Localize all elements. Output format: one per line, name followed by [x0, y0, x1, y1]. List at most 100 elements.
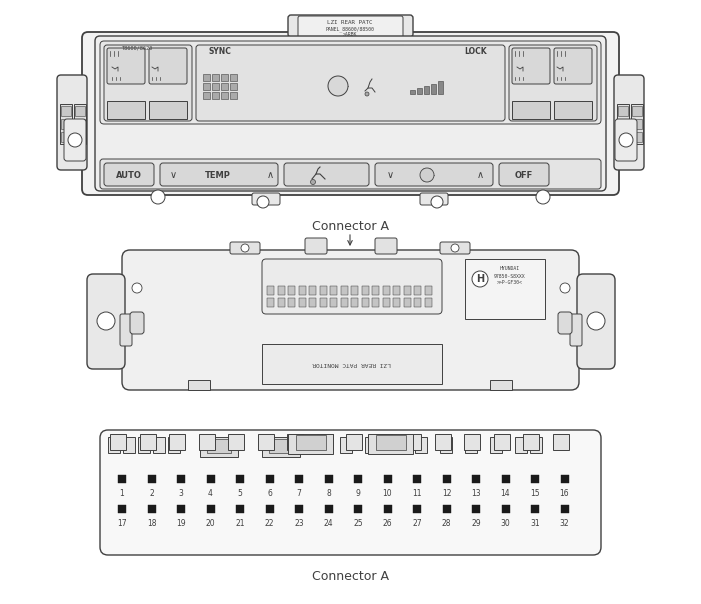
Bar — [203, 83, 210, 90]
Bar — [523, 434, 539, 450]
Circle shape — [97, 312, 115, 330]
Bar — [632, 119, 642, 129]
Bar — [230, 83, 237, 90]
Bar — [262, 437, 300, 457]
Bar — [212, 74, 219, 81]
Text: 15: 15 — [530, 489, 540, 498]
Bar — [207, 475, 215, 483]
Bar — [295, 505, 303, 513]
Text: 12: 12 — [442, 489, 451, 498]
Circle shape — [311, 179, 315, 184]
Bar — [561, 475, 569, 483]
Bar — [414, 286, 421, 295]
Bar — [149, 101, 187, 119]
FancyBboxPatch shape — [252, 193, 280, 205]
FancyBboxPatch shape — [375, 238, 397, 254]
Bar — [75, 132, 85, 142]
Bar — [266, 475, 273, 483]
Bar — [118, 475, 126, 483]
Bar — [410, 90, 415, 94]
Bar — [490, 380, 512, 390]
Bar — [362, 298, 369, 307]
Text: 26: 26 — [383, 519, 393, 528]
Bar — [531, 475, 539, 483]
FancyBboxPatch shape — [64, 119, 86, 161]
FancyBboxPatch shape — [554, 48, 592, 84]
Text: 10: 10 — [383, 489, 393, 498]
Bar — [212, 83, 219, 90]
FancyBboxPatch shape — [87, 274, 125, 369]
Bar — [267, 286, 274, 295]
Bar — [351, 298, 358, 307]
Text: PANEL_88600/88500: PANEL_88600/88500 — [325, 26, 374, 32]
Text: Connector A: Connector A — [311, 570, 388, 582]
Text: 9: 9 — [355, 489, 360, 498]
Text: 5: 5 — [238, 489, 243, 498]
Text: H: H — [476, 274, 484, 284]
Bar — [351, 286, 358, 295]
Bar — [346, 434, 362, 450]
Bar — [552, 434, 569, 450]
Bar — [618, 132, 628, 142]
Bar — [278, 286, 285, 295]
Text: 6: 6 — [267, 489, 272, 498]
Bar — [438, 81, 443, 94]
FancyBboxPatch shape — [104, 45, 192, 121]
Bar — [435, 434, 451, 450]
Bar — [632, 132, 642, 142]
Bar — [442, 475, 451, 483]
Bar — [413, 475, 421, 483]
Bar — [168, 437, 180, 453]
Bar — [103, 42, 171, 54]
Bar — [230, 74, 237, 81]
Text: >ARBK: >ARBK — [343, 33, 358, 37]
Circle shape — [472, 271, 488, 287]
Bar — [278, 298, 285, 307]
Circle shape — [328, 76, 348, 96]
Bar — [368, 434, 413, 454]
Bar — [341, 298, 348, 307]
Text: ∧: ∧ — [266, 170, 273, 180]
Bar — [464, 434, 480, 450]
Circle shape — [241, 244, 249, 252]
FancyBboxPatch shape — [509, 45, 597, 121]
Bar — [340, 437, 352, 453]
Bar — [177, 475, 185, 483]
Bar — [316, 434, 332, 450]
Text: 23: 23 — [294, 519, 304, 528]
Bar — [417, 88, 422, 94]
Text: 20: 20 — [205, 519, 215, 528]
Text: 4: 4 — [208, 489, 213, 498]
Text: T8600/8620: T8600/8620 — [121, 45, 153, 51]
Bar — [287, 434, 303, 450]
Text: 30: 30 — [501, 519, 510, 528]
Text: 16: 16 — [559, 489, 569, 498]
Bar — [198, 434, 215, 450]
Bar — [415, 437, 427, 453]
Bar — [267, 298, 274, 307]
FancyBboxPatch shape — [230, 242, 260, 254]
Bar — [203, 92, 210, 99]
Bar — [618, 119, 628, 129]
Text: 18: 18 — [147, 519, 156, 528]
Bar — [362, 286, 369, 295]
Bar — [269, 439, 293, 453]
FancyBboxPatch shape — [100, 41, 601, 124]
Text: ∨: ∨ — [386, 170, 393, 180]
FancyBboxPatch shape — [420, 193, 448, 205]
Bar — [221, 74, 228, 81]
Bar — [383, 286, 390, 295]
Circle shape — [151, 190, 165, 204]
Bar — [425, 298, 432, 307]
Bar — [296, 435, 326, 450]
Bar — [147, 505, 156, 513]
Bar — [60, 104, 72, 144]
Bar — [512, 101, 550, 119]
FancyBboxPatch shape — [160, 163, 278, 186]
Circle shape — [619, 133, 633, 147]
Bar — [207, 439, 231, 453]
Circle shape — [560, 283, 570, 293]
Bar — [118, 505, 126, 513]
Text: 21: 21 — [236, 519, 245, 528]
Bar — [236, 505, 244, 513]
